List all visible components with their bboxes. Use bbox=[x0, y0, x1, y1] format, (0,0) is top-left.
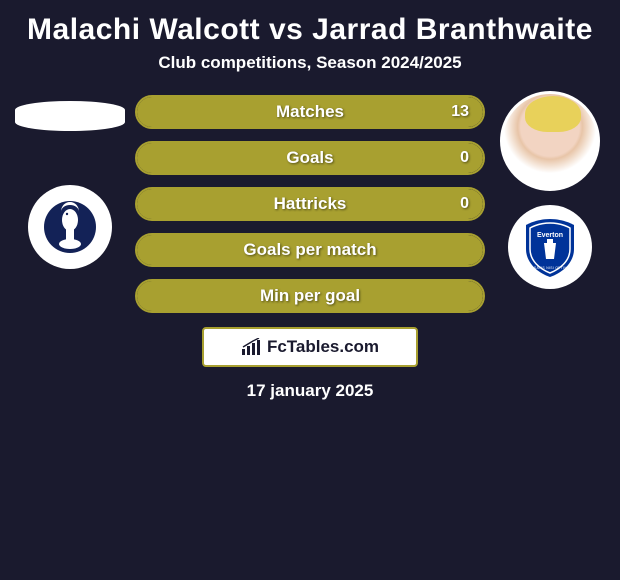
chart-icon bbox=[241, 338, 263, 356]
right-club-crest: Everton NIL SATIS NISI OPTIMUM bbox=[508, 205, 592, 289]
comparison-bars: Matches 13 Goals 0 Hattricks 0 Goals per match… bbox=[135, 91, 485, 313]
watermark-text: FcTables.com bbox=[267, 337, 379, 357]
page-title: Malachi Walcott vs Jarrad Branthwaite bbox=[0, 5, 620, 53]
stat-row: Goals per match bbox=[135, 233, 485, 267]
stat-row: Goals 0 bbox=[135, 141, 485, 175]
stat-row: Min per goal bbox=[135, 279, 485, 313]
stat-label: Goals per match bbox=[243, 240, 376, 260]
right-player-column: Everton NIL SATIS NISI OPTIMUM bbox=[495, 91, 605, 289]
main-row: Matches 13 Goals 0 Hattricks 0 Goals per match… bbox=[0, 91, 620, 313]
tottenham-crest-icon bbox=[43, 194, 97, 260]
right-player-avatar bbox=[500, 91, 600, 191]
stat-row: Matches 13 bbox=[135, 95, 485, 129]
stat-value-right: 0 bbox=[460, 195, 469, 213]
left-player-avatar bbox=[15, 101, 125, 131]
date-line: 17 january 2025 bbox=[0, 367, 620, 401]
svg-text:NIL SATIS NISI OPTIMUM: NIL SATIS NISI OPTIMUM bbox=[527, 266, 574, 270]
stat-row: Hattricks 0 bbox=[135, 187, 485, 221]
watermark: FcTables.com bbox=[202, 327, 418, 367]
comparison-card: Malachi Walcott vs Jarrad Branthwaite Cl… bbox=[0, 0, 620, 401]
left-club-crest bbox=[28, 185, 112, 269]
stat-label: Hattricks bbox=[274, 194, 347, 214]
stat-label: Min per goal bbox=[260, 286, 360, 306]
stat-label: Matches bbox=[276, 102, 344, 122]
stat-value-right: 13 bbox=[451, 103, 469, 121]
stat-label: Goals bbox=[286, 148, 333, 168]
everton-crest-icon: Everton NIL SATIS NISI OPTIMUM bbox=[518, 215, 582, 279]
subtitle: Club competitions, Season 2024/2025 bbox=[0, 53, 620, 91]
svg-text:Everton: Everton bbox=[537, 232, 563, 239]
stat-value-right: 0 bbox=[460, 149, 469, 167]
left-player-column bbox=[15, 91, 125, 269]
